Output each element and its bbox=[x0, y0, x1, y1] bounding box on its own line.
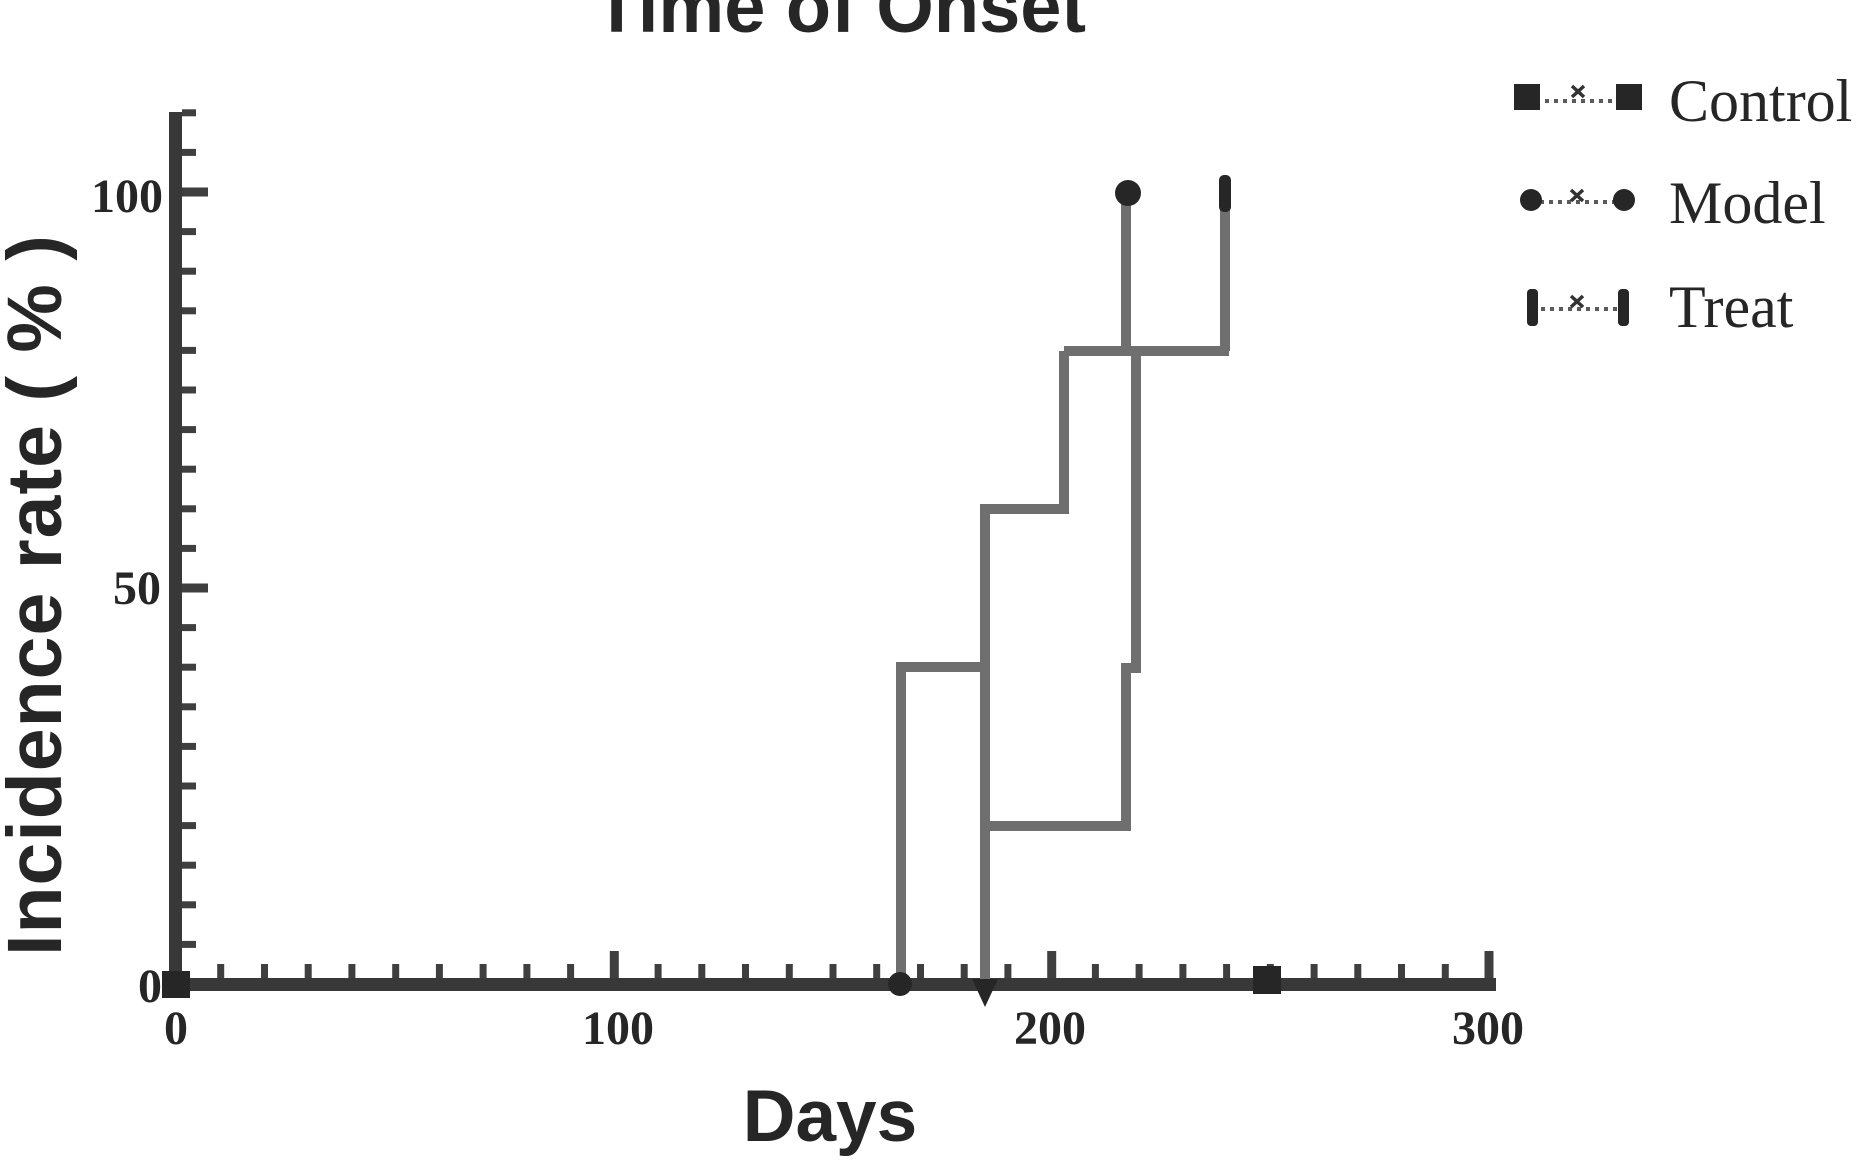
svg-text:Control: Control bbox=[1669, 68, 1852, 134]
svg-text:100: 100 bbox=[91, 170, 163, 223]
svg-text:Incidence rate ( % ): Incidence rate ( % ) bbox=[0, 234, 78, 956]
svg-text:Model: Model bbox=[1669, 170, 1826, 236]
svg-text:Days: Days bbox=[743, 1076, 918, 1157]
svg-text:200: 200 bbox=[1014, 1002, 1086, 1055]
svg-text:50: 50 bbox=[113, 562, 161, 615]
svg-text:100: 100 bbox=[582, 1002, 654, 1055]
svg-text:Time of Onset: Time of Onset bbox=[594, 0, 1086, 48]
svg-text:0: 0 bbox=[164, 1002, 188, 1055]
svg-text:0: 0 bbox=[138, 960, 162, 1013]
svg-text:Treat: Treat bbox=[1669, 274, 1794, 340]
svg-text:300: 300 bbox=[1452, 1002, 1524, 1055]
